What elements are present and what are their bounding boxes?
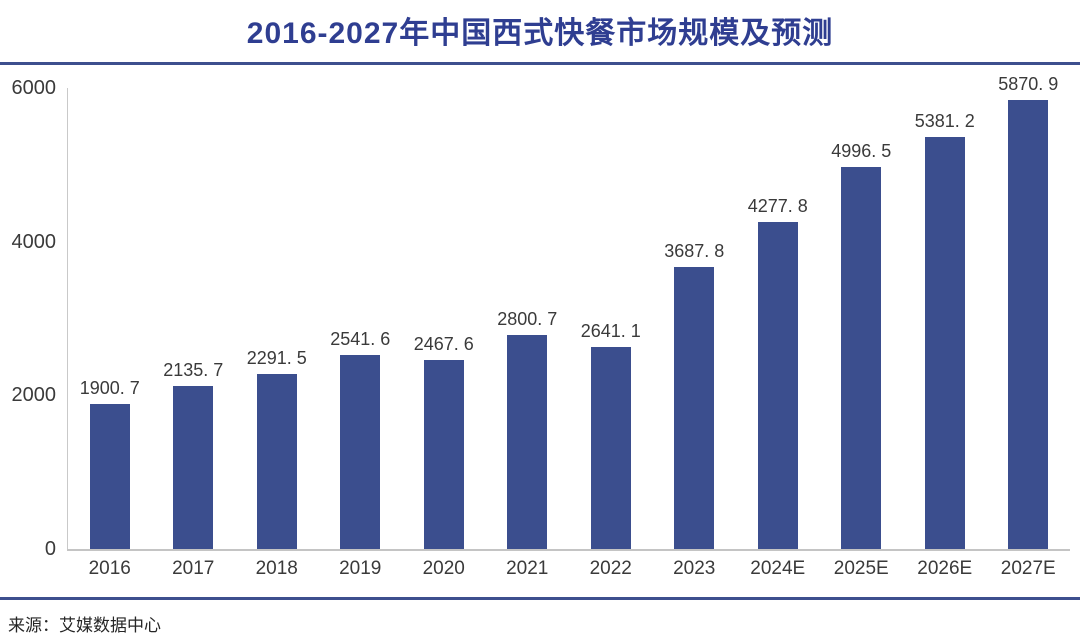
- bar-value-label: 5381. 2: [914, 111, 975, 132]
- bar: [841, 166, 882, 549]
- x-axis-labels: 2016 2017 2018 2019 2020 2021 2022 2023 2024E 202…: [68, 558, 1070, 580]
- bar: [89, 403, 130, 549]
- x-tick-label: 2024E: [750, 558, 806, 579]
- bar-value-label: 2467. 6: [413, 334, 474, 355]
- x-tick-label: 2016: [88, 558, 131, 579]
- y-tick-label: 6000: [11, 77, 57, 99]
- bar-value-label: 3687. 8: [664, 240, 725, 261]
- bar-value-label: 2135. 7: [163, 359, 224, 380]
- bar-value-label: 4277. 8: [747, 195, 808, 216]
- title-divider: [0, 62, 1080, 65]
- bar: [507, 334, 548, 549]
- bar-value-label: 2800. 7: [497, 308, 558, 329]
- bar-column: 5870. 9: [987, 74, 1071, 549]
- y-axis-line: [67, 88, 68, 549]
- bar: [924, 137, 965, 549]
- bar: [1008, 99, 1049, 549]
- bar: [590, 347, 631, 549]
- x-tick-label: 2023: [673, 558, 716, 579]
- x-tick-label: 2025E: [833, 558, 889, 579]
- bar-column: 2541. 6: [319, 90, 403, 549]
- bar-column: 3687. 8: [653, 90, 737, 549]
- bar: [340, 354, 381, 549]
- bar-value-label: 4996. 5: [831, 140, 892, 161]
- bar-column: 5381. 2: [903, 90, 987, 549]
- y-tick-label: 0: [44, 538, 56, 560]
- bar-column: 4996. 5: [820, 90, 904, 549]
- bar-column: 2467. 6: [402, 90, 486, 549]
- x-tick-label: 2026E: [917, 558, 973, 579]
- x-tick-label: 2021: [506, 558, 549, 579]
- x-tick-label: 2018: [255, 558, 298, 579]
- bar-column: 1900. 7: [68, 90, 152, 549]
- source-note: 来源：艾媒数据中心: [8, 616, 161, 635]
- bar: [423, 360, 464, 549]
- bars-group: 1900. 7 2135. 7 2291. 5 2541. 6 2467. 6 2800.…: [68, 74, 1071, 549]
- x-tick-label: 2017: [172, 558, 215, 579]
- bar-column: 2135. 7: [152, 90, 236, 549]
- x-tick-label: 2020: [422, 558, 465, 579]
- footer-divider: [0, 597, 1080, 600]
- chart-title: 2016-2027年中国西式快餐市场规模及预测: [246, 17, 834, 50]
- y-tick-label: 2000: [11, 384, 57, 407]
- y-tick-label: 4000: [11, 230, 57, 253]
- bar-column: 2291. 5: [235, 90, 319, 549]
- bar: [674, 266, 715, 549]
- bar-value-label: 2291. 5: [246, 347, 307, 368]
- bar-value-label: 2541. 6: [330, 328, 391, 349]
- bar-value-label: 5870. 9: [998, 73, 1059, 94]
- x-tick-label: 2022: [589, 558, 632, 579]
- bar-column: 2800. 7: [486, 90, 570, 549]
- bar-column: 2641. 1: [569, 90, 653, 549]
- x-tick-label: 2027E: [1000, 558, 1056, 579]
- bar-column: 4277. 8: [736, 90, 820, 549]
- bar: [256, 373, 297, 549]
- bar-value-label: 2641. 1: [580, 320, 641, 341]
- bar-value-label: 1900. 7: [79, 377, 140, 398]
- bar: [757, 221, 798, 549]
- bar: [173, 385, 214, 549]
- x-tick-label: 2019: [339, 558, 382, 579]
- x-axis-line: [67, 549, 1070, 551]
